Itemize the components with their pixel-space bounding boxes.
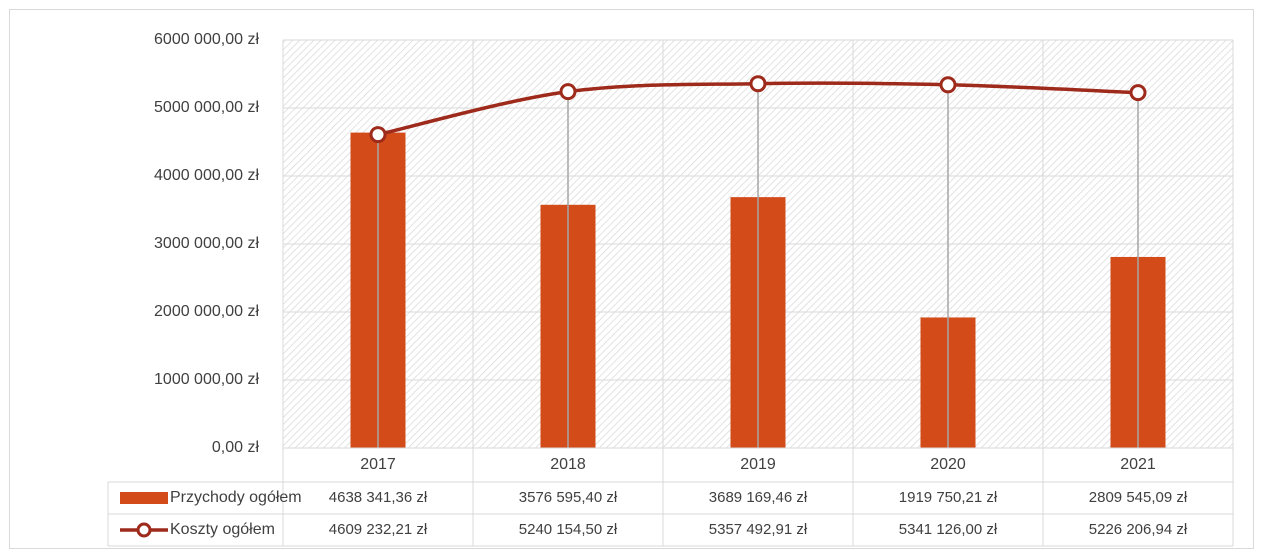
y-tick-label: 4000 000,00 zł bbox=[154, 167, 259, 184]
table-value: 5240 154,50 zł bbox=[519, 521, 618, 538]
marker bbox=[749, 75, 767, 93]
y-tick-label: 1000 000,00 zł bbox=[154, 371, 259, 388]
x-tick-label: 2017 bbox=[360, 456, 396, 473]
table-value: 5226 206,94 zł bbox=[1089, 521, 1188, 538]
x-tick-label: 2020 bbox=[930, 456, 966, 473]
marker bbox=[939, 76, 957, 94]
y-tick-label: 5000 000,00 zł bbox=[154, 99, 259, 116]
table-value: 3689 169,46 zł bbox=[709, 489, 808, 506]
x-tick-label: 2018 bbox=[550, 456, 586, 473]
table-value: 1919 750,21 zł bbox=[899, 489, 998, 506]
marker bbox=[369, 126, 387, 144]
legend-marker bbox=[136, 522, 152, 538]
table-value: 2809 545,09 zł bbox=[1089, 489, 1188, 506]
marker bbox=[559, 83, 577, 101]
y-tick-label: 6000 000,00 zł bbox=[154, 31, 259, 48]
y-tick-label: 2000 000,00 zł bbox=[154, 303, 259, 320]
y-tick-label: 0,00 zł bbox=[212, 439, 260, 456]
table-value: 3576 595,40 zł bbox=[519, 489, 618, 506]
legend-label: Koszty ogółem bbox=[170, 521, 275, 538]
marker bbox=[1129, 84, 1147, 102]
x-tick-label: 2021 bbox=[1120, 456, 1156, 473]
table-value: 5357 492,91 zł bbox=[709, 521, 808, 538]
legend-label: Przychody ogółem bbox=[170, 489, 302, 506]
legend-swatch bbox=[120, 492, 168, 504]
table-value: 4609 232,21 zł bbox=[329, 521, 428, 538]
y-tick-label: 3000 000,00 zł bbox=[154, 235, 259, 252]
table-value: 4638 341,36 zł bbox=[329, 489, 428, 506]
table-value: 5341 126,00 zł bbox=[899, 521, 998, 538]
x-tick-label: 2019 bbox=[740, 456, 776, 473]
